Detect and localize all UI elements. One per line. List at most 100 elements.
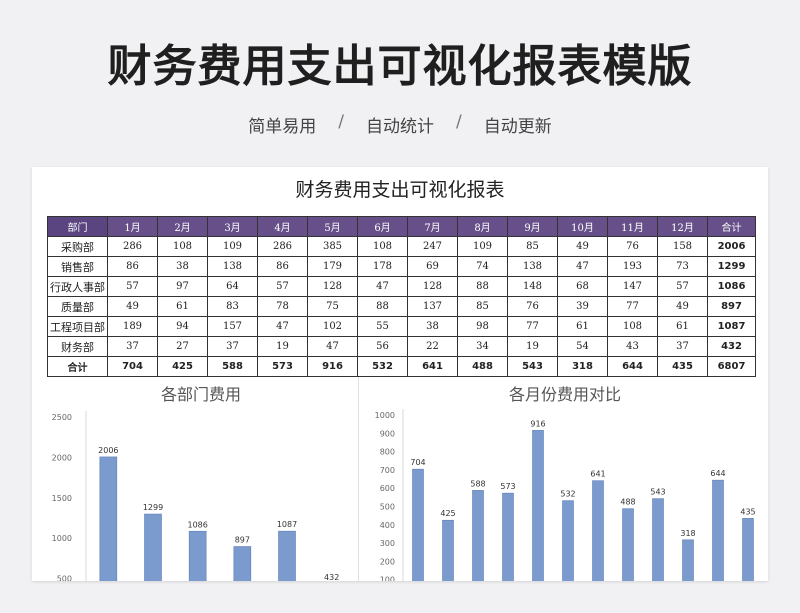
feature-tag: 简单易用	[248, 117, 317, 137]
data-label: 704	[410, 458, 425, 467]
column-header: 1月	[107, 216, 158, 237]
value-cell: 61	[157, 296, 208, 317]
value-cell: 83	[207, 296, 258, 317]
value-cell: 75	[307, 296, 358, 317]
data-label: 573	[500, 482, 515, 491]
data-label: 435	[740, 507, 755, 516]
value-cell: 178	[357, 256, 408, 277]
value-cell: 56	[357, 336, 408, 357]
value-cell: 76	[507, 296, 558, 317]
value-cell: 19	[257, 336, 308, 357]
value-cell: 108	[357, 236, 408, 257]
value-cell: 138	[207, 256, 258, 277]
bar	[682, 539, 694, 581]
y-tick-label: 100	[380, 576, 395, 581]
value-cell: 88	[357, 296, 408, 317]
data-label: 916	[530, 419, 545, 428]
data-label: 1299	[143, 503, 163, 512]
total-cell: 1086	[707, 276, 756, 297]
department-cell: 行政人事部	[47, 276, 108, 297]
value-cell: 286	[107, 236, 158, 257]
total-cell: 6807	[707, 356, 756, 377]
dept-bar-chart: 500 1000 1500 2000 2500 2006 1299 1086 897 1087 43…	[52, 411, 339, 581]
value-cell: 78	[257, 296, 308, 317]
value-cell: 49	[557, 236, 608, 257]
feature-tag: 自动更新	[483, 117, 552, 137]
data-label: 588	[470, 479, 485, 488]
department-cell: 财务部	[47, 336, 108, 357]
column-header: 5月	[307, 216, 358, 237]
bar	[712, 479, 724, 581]
value-cell: 73	[657, 256, 708, 277]
value-cell: 543	[507, 356, 558, 377]
value-cell: 247	[407, 236, 458, 257]
value-cell: 37	[207, 336, 258, 357]
value-cell: 425	[157, 356, 208, 377]
feature-tags: 简单易用 / 自动统计 / 自动更新	[0, 112, 800, 137]
column-header: 合计	[707, 216, 756, 237]
value-cell: 37	[107, 336, 158, 357]
value-cell: 37	[657, 336, 708, 357]
value-cell: 157	[207, 316, 258, 337]
y-tick-label: 600	[380, 484, 395, 493]
column-header: 10月	[557, 216, 608, 237]
value-cell: 57	[107, 276, 158, 297]
value-cell: 85	[457, 296, 508, 317]
value-cell: 64	[207, 276, 258, 297]
month-chart-panel: 各月份费用对比 100 200 300 400 500 600 700 800 900 1000 7…	[365, 377, 765, 581]
value-cell: 57	[257, 276, 308, 297]
feature-tag: 自动统计	[366, 117, 434, 137]
total-cell: 1299	[707, 256, 756, 277]
bar	[188, 530, 207, 581]
value-cell: 74	[457, 256, 508, 277]
value-cell: 147	[607, 276, 658, 297]
tag-separator: /	[338, 112, 344, 132]
bar	[278, 530, 296, 581]
bar	[233, 546, 252, 581]
value-cell: 189	[107, 316, 158, 337]
column-header: 6月	[357, 216, 408, 237]
column-header: 8月	[457, 216, 508, 237]
value-cell: 97	[157, 276, 208, 297]
y-tick-label: 1000	[375, 411, 395, 420]
total-cell: 2006	[707, 236, 756, 257]
total-cell: 432	[707, 336, 756, 357]
month-bar-chart: 100 200 300 400 500 600 700 800 900 1000 704 425 588…	[375, 409, 756, 581]
table-row: 采购部 286 108 109 286 385 108 247 109 85 49 76 158 2006	[47, 236, 756, 257]
value-cell: 488	[457, 356, 508, 377]
value-cell: 47	[557, 256, 608, 277]
data-label: 1086	[187, 520, 207, 529]
value-cell: 128	[307, 276, 358, 297]
value-cell: 916	[307, 356, 358, 377]
table-row: 工程项目部 189 94 157 47 102 55 38 98 77 61 108 61 1087	[47, 316, 756, 337]
value-cell: 77	[507, 316, 558, 337]
y-tick-label: 300	[380, 539, 395, 548]
data-label: 897	[235, 536, 250, 545]
report-sheet: 财务费用支出可视化报表 部门 1月 2月 3月 4月 5月 6月 7月 8月 9…	[32, 167, 768, 581]
data-label: 425	[440, 509, 455, 518]
value-cell: 532	[357, 356, 408, 377]
data-label: 432	[324, 573, 339, 581]
column-header: 7月	[407, 216, 458, 237]
expense-table: 部门 1月 2月 3月 4月 5月 6月 7月 8月 9月 10月 11月 12…	[47, 216, 756, 377]
department-cell: 工程项目部	[47, 316, 108, 337]
value-cell: 49	[107, 296, 158, 317]
value-cell: 61	[657, 316, 708, 337]
data-label: 644	[710, 469, 725, 478]
value-cell: 108	[157, 236, 208, 257]
bar	[652, 498, 664, 581]
department-cell: 质量部	[47, 296, 108, 317]
y-tick-label: 700	[380, 466, 395, 475]
y-tick-label: 800	[380, 448, 395, 457]
value-cell: 47	[307, 336, 358, 357]
table-header-row: 部门 1月 2月 3月 4月 5月 6月 7月 8月 9月 10月 11月 12…	[47, 216, 756, 237]
value-cell: 108	[607, 316, 658, 337]
value-cell: 47	[257, 316, 308, 337]
value-cell: 94	[157, 316, 208, 337]
value-cell: 435	[657, 356, 708, 377]
value-cell: 77	[607, 296, 658, 317]
value-cell: 55	[357, 316, 408, 337]
y-tick-label: 200	[380, 557, 395, 566]
value-cell: 68	[557, 276, 608, 297]
y-tick-label: 500	[57, 575, 72, 581]
